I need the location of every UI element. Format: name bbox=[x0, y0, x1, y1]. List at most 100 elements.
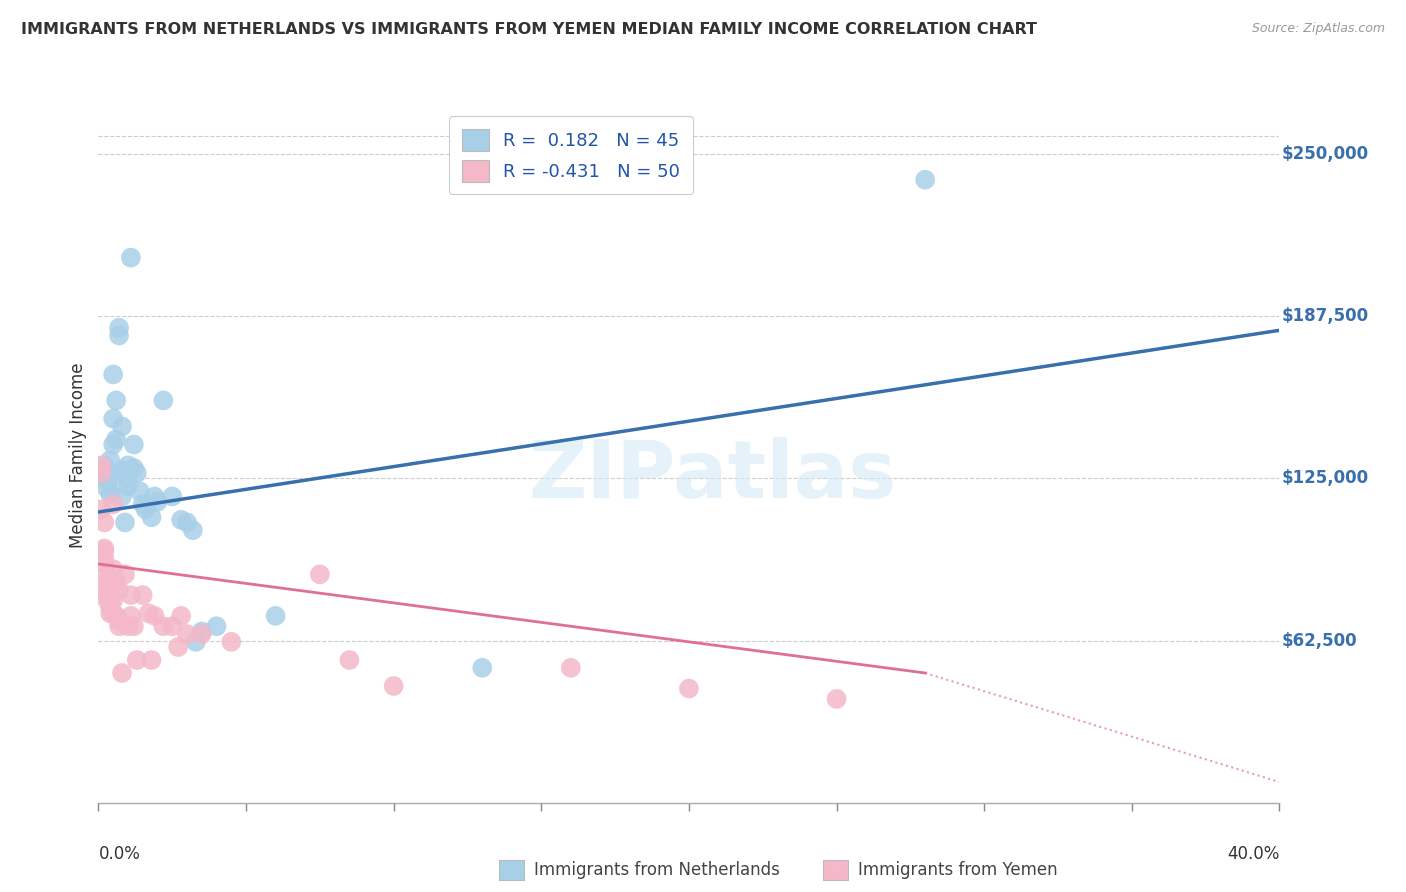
Point bbox=[337, 653, 360, 667]
Point bbox=[162, 619, 183, 633]
Text: 40.0%: 40.0% bbox=[1227, 845, 1279, 863]
Point bbox=[98, 599, 121, 613]
Point bbox=[103, 562, 125, 576]
Point bbox=[135, 502, 157, 516]
Point bbox=[125, 653, 148, 667]
Point bbox=[184, 635, 207, 649]
Point bbox=[117, 479, 139, 493]
Point bbox=[128, 484, 150, 499]
Point bbox=[176, 516, 198, 530]
Point bbox=[103, 368, 125, 382]
Point bbox=[146, 494, 169, 508]
Point bbox=[105, 608, 128, 623]
Point bbox=[162, 490, 183, 504]
Point bbox=[96, 580, 118, 594]
Point bbox=[122, 461, 145, 475]
Point bbox=[122, 437, 145, 451]
Point bbox=[108, 582, 131, 597]
Point bbox=[93, 557, 115, 571]
Point bbox=[181, 523, 204, 537]
Point bbox=[678, 681, 700, 696]
Point bbox=[93, 458, 115, 473]
Point bbox=[111, 463, 134, 477]
Point bbox=[111, 419, 134, 434]
Point bbox=[96, 482, 118, 496]
Text: $187,500: $187,500 bbox=[1282, 307, 1369, 325]
Point bbox=[132, 588, 155, 602]
Text: $62,500: $62,500 bbox=[1282, 632, 1357, 649]
Point bbox=[264, 608, 287, 623]
Point bbox=[96, 474, 118, 488]
Point bbox=[560, 661, 582, 675]
Point bbox=[93, 516, 115, 530]
Point bbox=[191, 624, 214, 639]
Point bbox=[103, 593, 125, 607]
Point bbox=[825, 692, 848, 706]
Point bbox=[96, 463, 118, 477]
Point bbox=[117, 458, 139, 473]
Point bbox=[90, 463, 112, 477]
Point bbox=[141, 510, 163, 524]
Point bbox=[108, 328, 131, 343]
Text: $250,000: $250,000 bbox=[1282, 145, 1369, 162]
Point bbox=[152, 393, 174, 408]
Point bbox=[120, 251, 142, 265]
Point bbox=[98, 453, 121, 467]
Point bbox=[176, 627, 198, 641]
Point bbox=[96, 567, 118, 582]
Point bbox=[103, 437, 125, 451]
Point bbox=[105, 393, 128, 408]
Point bbox=[90, 502, 112, 516]
Point bbox=[90, 466, 112, 480]
Point bbox=[103, 411, 125, 425]
Text: Immigrants from Netherlands: Immigrants from Netherlands bbox=[534, 861, 780, 879]
Point bbox=[143, 490, 166, 504]
Point bbox=[103, 471, 125, 485]
Point bbox=[105, 433, 128, 447]
Point bbox=[167, 640, 190, 654]
Point bbox=[93, 544, 115, 558]
Point bbox=[138, 607, 160, 621]
Point bbox=[108, 619, 131, 633]
Text: Immigrants from Yemen: Immigrants from Yemen bbox=[858, 861, 1057, 879]
Point bbox=[170, 513, 193, 527]
Point bbox=[98, 487, 121, 501]
Point bbox=[382, 679, 405, 693]
Point bbox=[98, 466, 121, 480]
Point bbox=[98, 593, 121, 607]
Point bbox=[111, 490, 134, 504]
Point bbox=[471, 661, 494, 675]
Text: 0.0%: 0.0% bbox=[98, 845, 141, 863]
Y-axis label: Median Family Income: Median Family Income bbox=[69, 362, 87, 548]
Point bbox=[191, 627, 214, 641]
Point bbox=[219, 635, 242, 649]
Point bbox=[96, 588, 118, 602]
Point bbox=[117, 471, 139, 485]
Point bbox=[117, 619, 139, 633]
Point bbox=[96, 575, 118, 590]
Legend: R =  0.182   N = 45, R = -0.431   N = 50: R = 0.182 N = 45, R = -0.431 N = 50 bbox=[449, 116, 693, 194]
Point bbox=[205, 619, 228, 633]
Point bbox=[152, 619, 174, 633]
Point bbox=[143, 608, 166, 623]
Text: IMMIGRANTS FROM NETHERLANDS VS IMMIGRANTS FROM YEMEN MEDIAN FAMILY INCOME CORREL: IMMIGRANTS FROM NETHERLANDS VS IMMIGRANT… bbox=[21, 22, 1038, 37]
Point bbox=[120, 608, 142, 623]
Point bbox=[93, 468, 115, 483]
Point bbox=[122, 619, 145, 633]
Point bbox=[103, 607, 125, 621]
Text: ZIPatlas: ZIPatlas bbox=[529, 437, 897, 515]
Point bbox=[98, 607, 121, 621]
Text: Source: ZipAtlas.com: Source: ZipAtlas.com bbox=[1251, 22, 1385, 36]
Point bbox=[120, 588, 142, 602]
Point bbox=[170, 608, 193, 623]
Point bbox=[125, 466, 148, 480]
Point bbox=[914, 172, 936, 186]
Point bbox=[141, 653, 163, 667]
Point bbox=[93, 541, 115, 556]
Point bbox=[111, 665, 134, 680]
Point bbox=[114, 516, 136, 530]
Point bbox=[103, 497, 125, 511]
Point bbox=[105, 575, 128, 590]
Point bbox=[98, 601, 121, 615]
Point bbox=[108, 614, 131, 628]
